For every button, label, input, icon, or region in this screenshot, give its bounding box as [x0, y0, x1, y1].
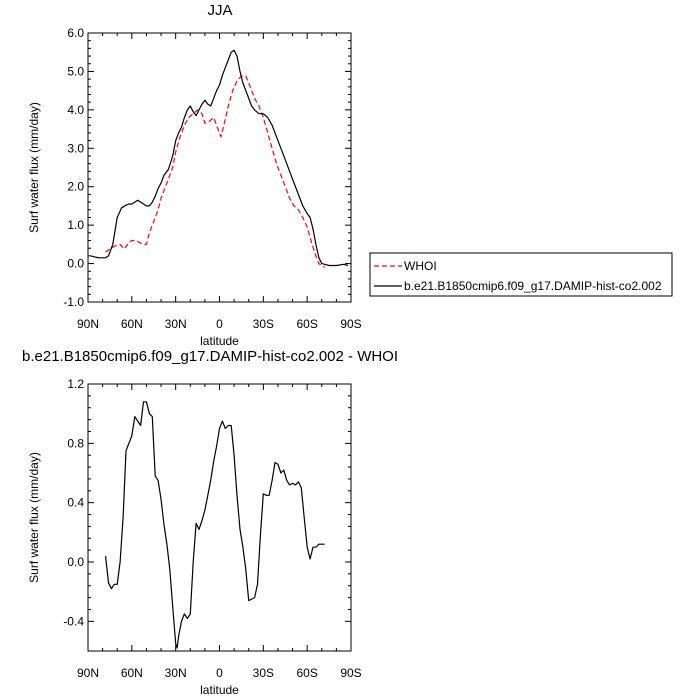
y-tick-label: 0.0 — [67, 257, 84, 271]
y-tick-label: -1.0 — [63, 295, 84, 309]
chart-jja: JJA -1.0 0.0 1.0 2.0 3.0 4.0 5.0 6.0 90N 60N 30N 0 30… — [27, 2, 673, 348]
series-line-0 — [105, 75, 326, 268]
x-tick-label: 30N — [165, 317, 187, 331]
y-tick-label: 1.2 — [67, 377, 84, 391]
series-line-1 — [90, 49, 349, 267]
y-axis-label: Surf water flux (mm/day) — [27, 452, 41, 583]
series-line-0 — [104, 401, 325, 649]
legend: WHOI b.e21.B1850cmip6.f09_g17.DAMIP-hist-… — [369, 252, 673, 297]
x-tick-label: 30S — [253, 666, 274, 680]
y-tick-label: 1.0 — [67, 218, 84, 232]
y-tick-label: 0.0 — [67, 555, 84, 569]
y-tick-label: 2.0 — [67, 180, 84, 194]
x-tick-label: 90N — [77, 666, 99, 680]
legend-box — [369, 252, 673, 297]
x-tick-label: 30S — [253, 317, 274, 331]
y-tick-label: 5.0 — [67, 64, 84, 78]
series-group — [90, 49, 349, 268]
plot-frame — [87, 383, 352, 652]
y-axis-label: Surf water flux (mm/day) — [27, 102, 41, 233]
x-tick-label: 90N — [77, 317, 99, 331]
x-axis-label: latitude — [200, 334, 239, 348]
x-tick-label: 0 — [216, 317, 223, 331]
plot-frame — [87, 32, 352, 303]
y-tick-label: 0.8 — [67, 436, 84, 450]
x-tick-label: 30N — [165, 666, 187, 680]
x-tick-label: 60S — [296, 666, 317, 680]
x-tick-label: 60S — [296, 317, 317, 331]
x-tick-label: 0 — [216, 666, 223, 680]
chart-title: b.e21.B1850cmip6.f09_g17.DAMIP-hist-co2.… — [22, 348, 398, 365]
y-tick-label: -0.4 — [63, 614, 84, 628]
x-tick-label: 60N — [121, 317, 143, 331]
y-tick-label: 4.0 — [67, 103, 84, 117]
y-tick-label: 6.0 — [67, 26, 84, 40]
chart-title: JJA — [207, 2, 232, 19]
legend-label-1: b.e21.B1850cmip6.f09_g17.DAMIP-hist-co2.… — [404, 279, 662, 293]
x-tick-label: 90S — [340, 666, 361, 680]
x-axis-label: latitude — [200, 683, 239, 697]
legend-label-0: WHOI — [404, 259, 437, 273]
chart-difference: b.e21.B1850cmip6.f09_g17.DAMIP-hist-co2.… — [22, 348, 398, 697]
y-tick-label: 0.4 — [67, 496, 84, 510]
x-tick-label: 60N — [121, 666, 143, 680]
series-group — [104, 401, 325, 649]
x-tick-label: 90S — [340, 317, 361, 331]
y-tick-label: 3.0 — [67, 141, 84, 155]
